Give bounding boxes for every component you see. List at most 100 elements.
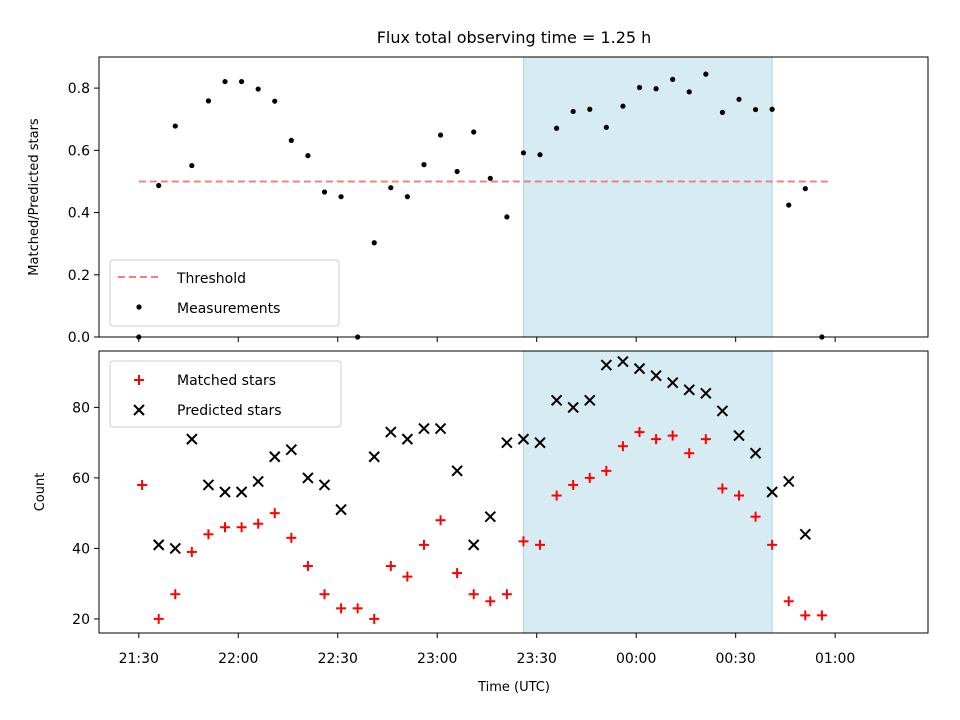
predicted-point-b — [252, 475, 264, 488]
matched-point — [535, 539, 546, 550]
measurement-point — [603, 124, 609, 130]
measurement-point — [338, 194, 344, 200]
count-legend-box — [109, 360, 342, 428]
predicted-point — [567, 401, 579, 414]
predicted-point-b — [567, 401, 579, 414]
measurement-point — [437, 132, 444, 138]
measurement-point — [736, 96, 742, 102]
count-x-ticks: 21:30 22:00 22:30 23:00 23:30 00:00 00:30 01:00 — [119, 633, 855, 667]
highlight-span-bottom — [522, 350, 773, 634]
y-tick-label: 0.8 — [68, 81, 90, 97]
matched-point — [684, 448, 695, 459]
predicted-point-b — [219, 486, 231, 498]
predicted-point — [385, 426, 397, 438]
measurement-point — [636, 84, 643, 91]
matched-point — [352, 603, 363, 614]
measurement-point — [504, 214, 510, 220]
ratio-legend: Threshold Measurements — [109, 259, 340, 327]
predicted-point — [252, 475, 264, 488]
predicted-point-b — [418, 422, 430, 435]
predicted-point-b — [600, 359, 613, 371]
predicted-point — [202, 479, 215, 491]
measurement-point — [371, 240, 377, 246]
measurement-point — [769, 106, 775, 112]
predicted-point — [434, 422, 447, 435]
panel-counts: 20 40 60 80 21:30 22:00 22:30 23:00 23:30 00:00 0… — [33, 350, 929, 667]
predicted-point-b — [617, 355, 629, 368]
matched-point — [153, 613, 164, 624]
matched-point — [385, 561, 396, 572]
predicted-point — [219, 486, 231, 498]
count-y-ticks: 20 40 60 80 — [72, 400, 99, 628]
measurement-point — [238, 78, 245, 85]
predicted-point-b — [169, 542, 181, 555]
predicted-point — [650, 369, 662, 382]
predicted-point — [318, 479, 331, 491]
predicted-point-b — [799, 528, 812, 541]
matched-point — [220, 522, 231, 533]
x-tick-label: 00:00 — [616, 651, 656, 667]
matched-point — [767, 539, 778, 550]
matched-point — [452, 568, 463, 579]
measurement-point — [554, 125, 560, 131]
matched-point — [137, 479, 148, 490]
measurement-point — [587, 106, 593, 112]
legend-measurements-label: Measurements — [177, 301, 280, 317]
matched-point — [601, 465, 612, 476]
matched-point — [418, 539, 429, 550]
predicted-point-b — [385, 426, 397, 438]
predicted-point-b — [716, 405, 729, 417]
predicted-point — [368, 451, 380, 463]
matched-point — [435, 515, 446, 526]
matched-point — [253, 518, 264, 529]
predicted-point — [633, 362, 646, 375]
predicted-point-b — [186, 433, 198, 445]
predicted-point — [418, 422, 430, 435]
predicted-point — [501, 436, 513, 449]
x-tick-label: 01:00 — [815, 651, 855, 667]
predicted-point-b — [633, 362, 646, 375]
predicted-point — [749, 447, 762, 459]
predicted-point — [235, 486, 248, 498]
measurement-point — [272, 98, 278, 104]
highlight-span-top — [522, 56, 773, 338]
predicted-point-b — [285, 443, 298, 456]
measurement-point — [703, 71, 709, 77]
ratio-ylabel: Matched/Predicted stars — [27, 118, 42, 276]
measurement-point — [537, 152, 543, 158]
predicted-point — [584, 394, 596, 407]
matched-point — [286, 532, 297, 543]
matched-point — [816, 610, 827, 621]
ratio-x-ticks — [138, 337, 836, 342]
predicted-point-b — [318, 479, 331, 491]
predicted-point-b — [733, 429, 745, 442]
y-tick-label: 0.0 — [68, 330, 90, 346]
predicted-point — [269, 451, 281, 463]
predicted-point — [335, 503, 347, 516]
x-tick-label: 00:30 — [715, 651, 755, 667]
predicted-point-b — [783, 475, 795, 488]
y-tick-label: 0.4 — [68, 206, 90, 222]
matched-point — [402, 571, 413, 582]
count-axes-frame — [98, 350, 929, 634]
x-axis-label: Time (UTC) — [477, 680, 550, 695]
predicted-point-b — [434, 422, 447, 435]
legend-predicted-swatch — [133, 404, 145, 416]
y-tick-label: 0.6 — [68, 143, 90, 159]
matched-point — [186, 546, 197, 557]
predicted-point-b — [401, 433, 414, 445]
predicted-point — [766, 486, 778, 498]
matched-point — [733, 490, 744, 501]
matched-point — [667, 430, 678, 441]
measurement-point — [454, 168, 460, 175]
matched-point — [369, 613, 380, 624]
legend-predicted-label: Predicted stars — [177, 403, 282, 419]
predicted-point-b — [666, 377, 679, 389]
predicted-point — [484, 510, 496, 523]
legend-plus-mark — [134, 375, 144, 385]
x-tick-label: 22:30 — [318, 651, 358, 667]
matched-point — [568, 479, 579, 490]
predicted-point — [700, 387, 712, 400]
y-tick-label: 80 — [72, 400, 90, 416]
matched-point — [269, 508, 280, 519]
